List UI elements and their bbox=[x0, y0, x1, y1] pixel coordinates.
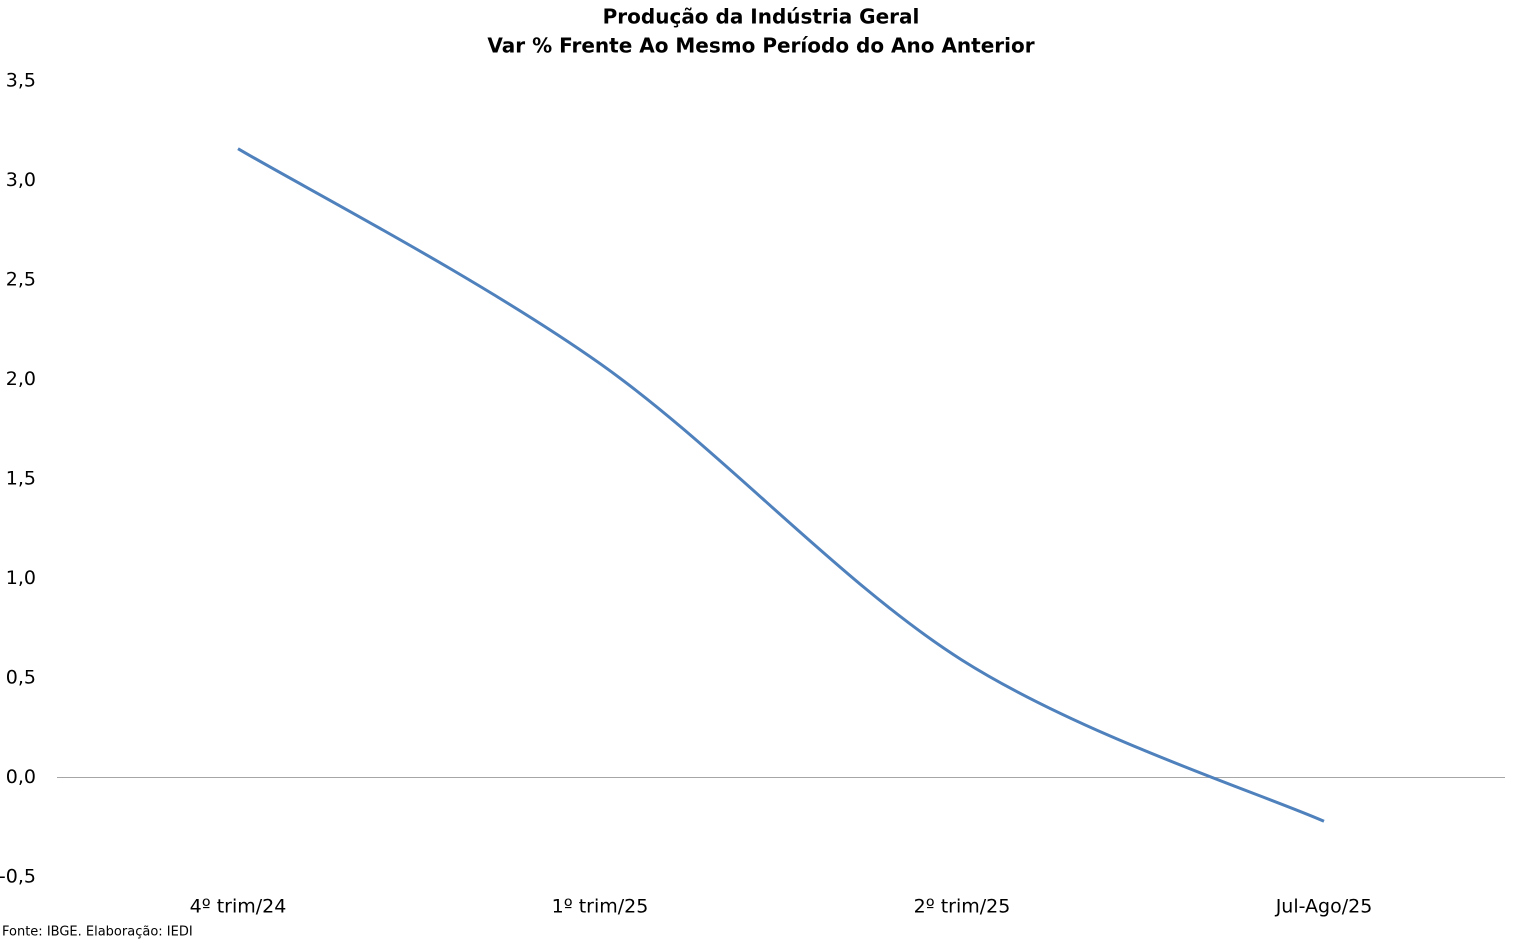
y-tick-label: 1,0 bbox=[6, 567, 36, 589]
chart-subtitle: Var % Frente Ao Mesmo Período do Ano Ant… bbox=[487, 34, 1034, 58]
source-note: Fonte: IBGE. Elaboração: IEDI bbox=[2, 925, 193, 940]
x-tick-label: 1º trim/25 bbox=[552, 896, 649, 918]
y-tick-label: 1,5 bbox=[6, 468, 36, 490]
y-tick-label: 0,0 bbox=[6, 766, 36, 788]
chart-title: Produção da Indústria Geral bbox=[603, 5, 920, 29]
y-tick-label: 0,5 bbox=[6, 667, 36, 689]
x-tick-label: 2º trim/25 bbox=[914, 896, 1011, 918]
x-tick-label: Jul-Ago/25 bbox=[1275, 896, 1373, 918]
x-tick-label: 4º trim/24 bbox=[190, 896, 287, 918]
y-tick-label: 2,5 bbox=[6, 269, 36, 291]
y-tick-label: 3,0 bbox=[6, 169, 36, 191]
y-tick-label: 3,5 bbox=[6, 70, 36, 92]
data-line bbox=[237, 147, 1325, 823]
y-tick-label: 2,0 bbox=[6, 368, 36, 390]
y-tick-label: -0,5 bbox=[0, 866, 36, 888]
